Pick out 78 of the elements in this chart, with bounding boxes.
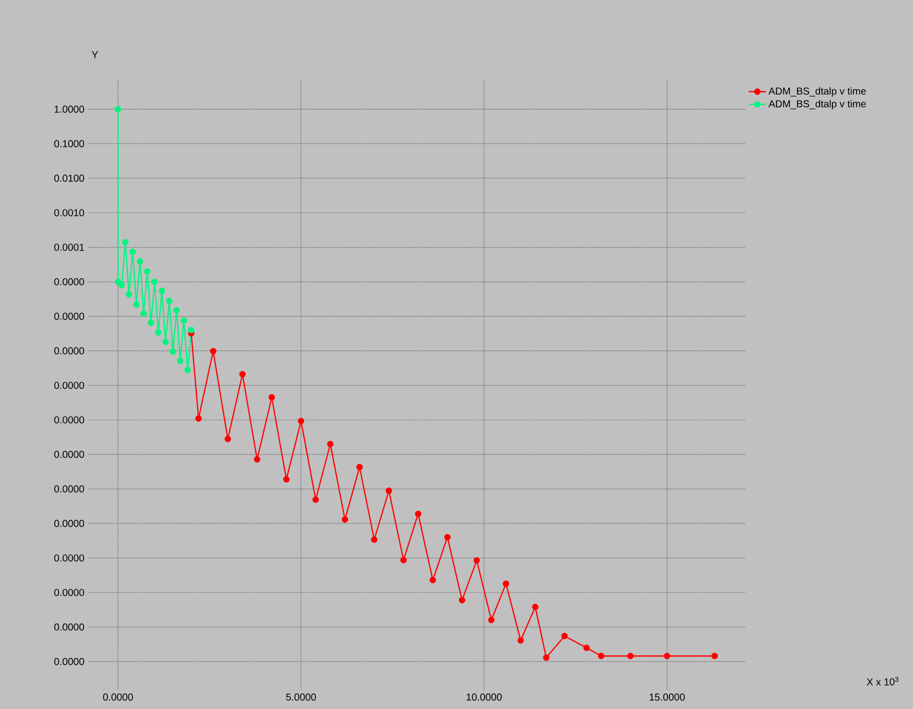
- x-tick-label: 5.0000: [286, 694, 316, 701]
- x-tick-label: 15.0000: [650, 694, 685, 701]
- point: [188, 326, 194, 334]
- point: [414, 510, 422, 518]
- point: [474, 557, 480, 564]
- y-tick-label: 0.0100: [54, 174, 84, 182]
- point: [118, 282, 125, 288]
- y-tick-label: 0.0000: [54, 278, 84, 286]
- y-tick-label: 0.0000: [54, 520, 84, 527]
- point: [180, 317, 188, 324]
- point: [561, 632, 568, 640]
- point: [543, 654, 550, 661]
- point: [151, 278, 158, 285]
- point: [327, 440, 334, 448]
- y-tick-label: 0.0000: [54, 658, 84, 666]
- point: [517, 637, 524, 644]
- point: [184, 366, 191, 374]
- y-tick-label: 0.0010: [54, 209, 84, 216]
- y-tick-label: 0.0000: [54, 623, 84, 631]
- y-axis-title: Y: [92, 51, 98, 58]
- point: [210, 348, 216, 354]
- point: [162, 338, 169, 346]
- point: [166, 298, 172, 304]
- point: [532, 604, 538, 610]
- point: [356, 464, 363, 470]
- y-tick-label: 0.0001: [54, 244, 84, 251]
- y-tick-label: 0.0000: [54, 554, 84, 562]
- point: [114, 106, 122, 112]
- point: [170, 348, 176, 355]
- y-tick-label: 0.0000: [54, 416, 84, 424]
- point: [283, 476, 290, 483]
- point: [458, 596, 466, 604]
- point: [400, 556, 407, 564]
- point: [122, 239, 129, 246]
- point: [386, 487, 392, 494]
- point: [173, 307, 180, 314]
- legend-label: ADM_BS_dtalp v time: [768, 100, 866, 110]
- y-tick-label: 0.1000: [54, 140, 84, 148]
- point: [430, 576, 436, 584]
- point: [126, 291, 132, 298]
- y-tick-label: 0.0000: [54, 588, 84, 596]
- point: [224, 436, 232, 442]
- point: [254, 456, 260, 463]
- point: [148, 320, 154, 326]
- point: [195, 415, 202, 422]
- point: [298, 418, 304, 424]
- point: [444, 534, 451, 540]
- point: [598, 652, 604, 660]
- y-tick-label: 0.0000: [54, 485, 84, 492]
- point: [664, 652, 670, 660]
- y-tick-label: 0.0000: [54, 347, 84, 354]
- point: [342, 516, 348, 523]
- point: [268, 394, 275, 401]
- point: [312, 496, 319, 503]
- point: [155, 329, 162, 336]
- point: [488, 616, 495, 624]
- point: [177, 358, 184, 364]
- y-tick-label: 0.0000: [54, 312, 84, 320]
- point: [114, 278, 122, 285]
- text: X x 10$^{3}$: [866, 676, 898, 686]
- point: [158, 288, 166, 294]
- legend-label: ADM_BS_dtalp v time: [768, 87, 866, 97]
- y-tick-label: 1.0000: [54, 106, 84, 113]
- point: [136, 258, 144, 265]
- point: [711, 652, 718, 660]
- point: [583, 644, 590, 652]
- point: [140, 310, 147, 317]
- y-tick-label: 0.0000: [54, 382, 84, 389]
- x-tick-label: 0.0000: [103, 694, 133, 701]
- point: [133, 301, 140, 308]
- point: [627, 652, 634, 660]
- point: [371, 536, 378, 543]
- point: [144, 268, 150, 275]
- y-tick-label: 0.0000: [54, 450, 84, 458]
- point: [239, 371, 246, 378]
- point: [502, 580, 510, 587]
- x-tick-label: 10.0000: [466, 694, 502, 701]
- point: [129, 248, 136, 255]
